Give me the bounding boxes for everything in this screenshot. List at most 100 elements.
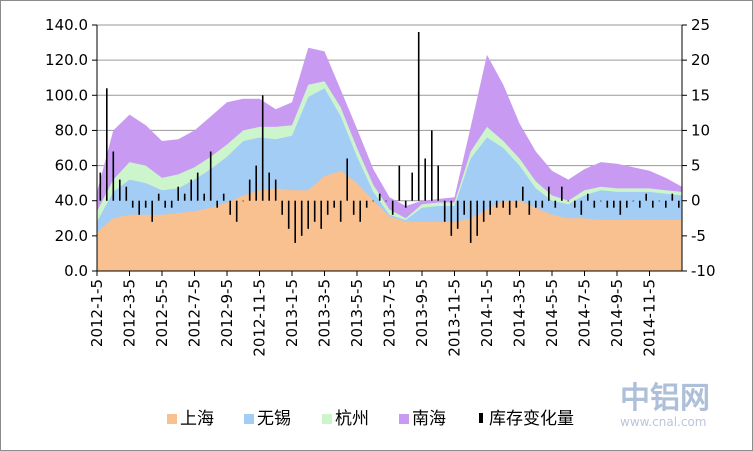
inventory-change-bar [652,200,654,208]
inventory-change-bar [398,165,401,201]
inventory-change-bar [515,200,518,208]
inventory-change-bar [574,200,576,208]
inventory-change-bar [456,200,459,229]
area-shanghai [97,170,682,271]
inventory-change-bar [157,193,160,201]
inventory-change-bar [626,200,628,208]
inventory-change-bar [320,200,322,229]
inventory-change-bar [606,200,609,208]
legend-label: 库存变化量 [489,409,574,429]
legend-label: 无锡 [257,409,291,429]
inventory-change-bar [450,200,453,236]
inventory-change-bar [411,172,413,201]
inventory-change-bar [196,172,199,201]
inventory-change-bar [190,179,192,201]
inventory-change-bar [645,193,647,201]
inventory-change-bar [333,200,335,208]
y2-tick-label: 25 [691,16,710,34]
inventory-change-bar [242,200,244,202]
inventory-change-bar [502,200,504,208]
inventory-change-bar [541,200,544,208]
x-tick-label: 2012-7-5 [186,279,204,347]
inventory-change-bar [495,200,498,208]
x-tick-label: 2012-9-5 [218,279,236,347]
inventory-change-bar [424,158,426,201]
inventory-change-bar [99,172,102,201]
inventory-change-bar [119,179,121,201]
inventory-change-bar [164,200,166,208]
inventory-change-bar [678,200,680,208]
x-tick-label: 2013-1-5 [283,279,301,347]
inventory-change-bar [587,193,589,201]
inventory-change-bar [268,172,270,201]
y-tick-label: 60.0 [55,157,88,175]
x-tick-label: 2013-9-5 [413,279,431,347]
inventory-change-bar [326,200,329,215]
x-tick-label: 2014-7-5 [576,279,594,347]
inventory-change-bar [443,200,446,222]
inventory-change-bar [229,200,231,215]
inventory-change-bar [151,200,153,222]
inventory-change-bar [639,200,641,208]
y2-tick-label: 0 [691,192,701,210]
x-tick-label: 2014-1-5 [478,279,496,347]
inventory-change-bar [554,200,557,208]
inventory-change-bar [170,200,173,208]
inventory-change-bar [248,179,251,201]
inventory-change-bar [593,200,596,208]
inventory-change-bar [528,200,531,215]
x-tick-label: 2014-3-5 [511,279,529,347]
y-tick-label: 0.0 [64,262,88,280]
x-tick-label: 2013-11-5 [446,279,464,357]
y2-tick-label: -10 [691,262,716,280]
inventory-change-bar [106,88,108,201]
inventory-change-bar [372,200,374,202]
inventory-change-bar [463,200,465,215]
inventory-change-bar [300,200,303,236]
axis-layer: 0.0 20.0 40.0 60.0 80.0 100.0 120.0 140.0 -10 -5 0… [45,16,715,357]
inventory-change-bar [255,165,257,201]
inventory-change-bar [535,200,537,208]
y-tick-label: 20.0 [55,227,88,245]
inventory-change-bar [261,95,264,201]
inventory-change-bar [385,200,387,202]
x-tick-label: 2013-7-5 [381,279,399,347]
inventory-change-bar [203,193,205,201]
inventory-change-bar [437,165,439,201]
x-tick-label: 2014-11-5 [641,279,659,357]
y2-tick-label: -5 [691,227,706,245]
inventory-change-bar [469,200,472,243]
inventory-change-bar [112,151,115,201]
inventory-change-bar [144,200,147,208]
inventory-change-bar [522,186,524,201]
inventory-change-bar [567,200,570,202]
inventory-change-bar [600,200,602,202]
inventory-change-bar [580,200,583,215]
inventory-change-bar [287,200,290,229]
inventory-change-bar [417,32,420,201]
inventory-change-bar [177,186,179,201]
legend: 上海 无锡 杭州 南海 库存变化量 [167,409,574,429]
inventory-change-bar [307,200,309,229]
inventory-change-bar [482,200,485,222]
y-tick-label: 120.0 [45,51,88,69]
inventory-change-bar [671,193,674,201]
inventory-change-bar [359,200,361,222]
watermark: 中铝网 www.cnal.com [620,381,710,429]
legend-swatch [244,414,254,424]
legend-swatch [479,413,483,423]
area-layer [97,47,682,271]
inventory-change-bar [346,158,348,201]
inventory-change-bar [352,200,355,215]
inventory-change-bar [274,179,277,201]
inventory-change-bar [313,200,316,222]
inventory-change-bar [632,200,635,202]
watermark-logo: 中铝网 [620,381,710,416]
legend-label: 上海 [180,409,214,429]
inventory-change-bar [489,200,491,215]
inventory-change-bar [294,200,296,243]
y-tick-label: 140.0 [45,16,88,34]
inventory-change-bar [183,193,186,201]
